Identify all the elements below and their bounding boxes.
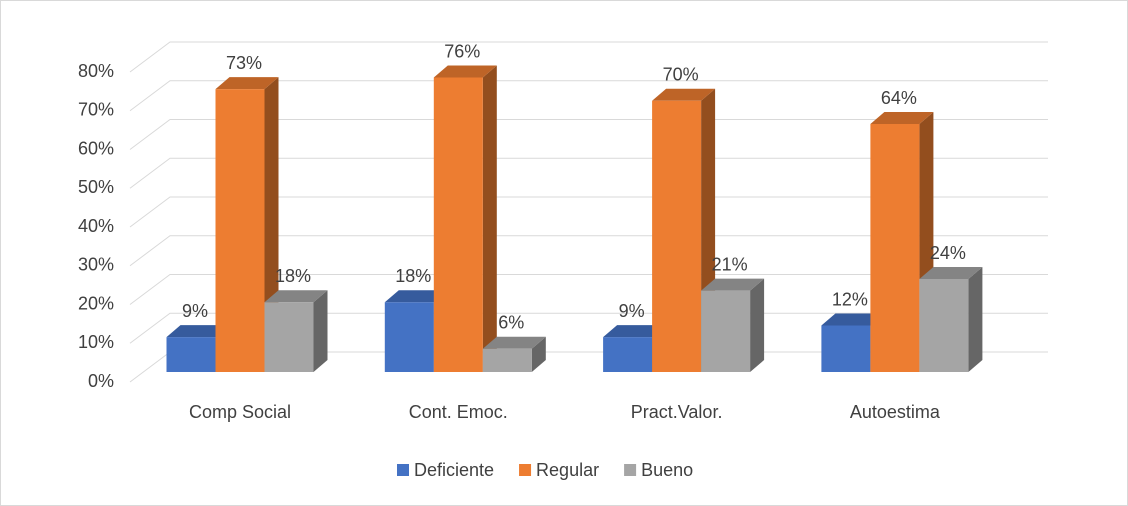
bar [433,65,497,372]
bar-top [603,325,667,338]
data-label: 9% [619,301,645,321]
bar-front [701,290,751,372]
bar [215,77,279,372]
bar [264,290,328,372]
bar-top [821,313,885,326]
y-tick-label: 40% [78,216,114,236]
y-tick-label: 60% [78,138,114,158]
y-tick-label: 80% [78,61,114,81]
bar-front [821,325,871,372]
bar-top [652,88,716,101]
data-label: 18% [395,266,431,286]
x-tick-label: Cont. Emoc. [409,402,508,422]
data-label: 76% [444,41,480,61]
grid-line [129,41,1048,73]
bar-top [215,77,279,90]
bar-front [919,279,969,372]
grid-line [129,80,1048,112]
bar-side [313,290,328,372]
data-label: 21% [712,254,748,274]
legend-swatch [397,464,409,476]
legend-label: Bueno [641,460,693,480]
bar-top [701,278,765,291]
bar-front [603,337,653,372]
bar-top [433,65,497,78]
x-tick-label: Pract.Valor. [631,402,723,422]
grid-line [129,235,1048,267]
x-tick-label: Comp Social [189,402,291,422]
data-label: 64% [881,88,917,108]
bar-side [750,278,765,372]
y-tick-label: 10% [78,332,114,352]
legend-swatch [624,464,637,476]
bar-front [433,77,483,372]
bar [701,278,765,372]
bar-side [968,267,983,372]
bar-front [215,89,265,372]
y-tick-label: 0% [88,371,114,391]
bar-front [166,337,216,372]
data-label: 9% [182,301,208,321]
legend-label: Deficiente [414,460,494,480]
bar-top [166,325,230,338]
bar-top [919,267,983,279]
bar [482,336,546,372]
grid-line [129,274,1048,305]
data-label: 6% [498,313,524,333]
y-tick-label: 20% [78,293,114,313]
bar [919,267,983,372]
data-label: 70% [663,65,699,85]
x-tick-label: Autoestima [850,402,941,422]
y-tick-label: 30% [78,255,114,275]
data-label: 73% [226,53,262,73]
bar-front [652,100,702,372]
grid-line [129,196,1048,228]
bar-front [870,124,920,372]
bar-top [482,336,546,349]
y-tick-label: 50% [78,177,114,197]
legend-label: Regular [536,460,599,480]
bar-front [264,302,314,372]
grid-line [129,119,1048,150]
bar-side [482,65,497,372]
legend-swatch [519,464,532,476]
bar-front [384,302,434,372]
y-tick-label: 70% [78,100,114,120]
bar-side [531,336,546,372]
bar-top [870,112,934,124]
data-label: 24% [930,243,966,263]
bar-top [264,290,328,303]
bar-top [384,290,448,303]
data-label: 18% [275,266,311,286]
data-label: 12% [832,289,868,309]
grid-line [129,157,1048,189]
bar-front [482,348,532,372]
